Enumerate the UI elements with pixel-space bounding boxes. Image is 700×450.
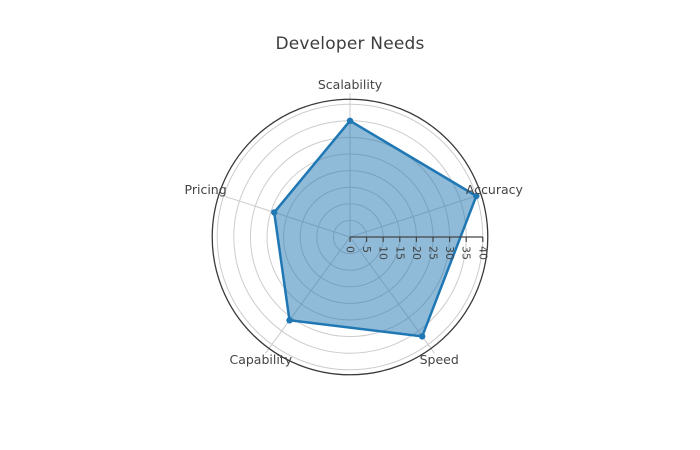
category-label: Pricing bbox=[185, 182, 227, 197]
data-polygon bbox=[272, 119, 478, 338]
category-label: Capability bbox=[229, 352, 292, 367]
radial-tick-label: 15 bbox=[393, 246, 406, 260]
category-label: Scalability bbox=[318, 77, 383, 92]
polar-boundary bbox=[211, 98, 489, 376]
radial-tick-label: 10 bbox=[377, 246, 390, 260]
data-point bbox=[271, 209, 278, 216]
radial-tick-label: 40 bbox=[476, 246, 489, 260]
data-point bbox=[473, 192, 480, 200]
category-label: Accuracy bbox=[466, 182, 524, 197]
data-point bbox=[346, 117, 354, 125]
radial-tick-label: 30 bbox=[443, 246, 456, 260]
radial-tick-label: 35 bbox=[460, 246, 473, 260]
data-point bbox=[286, 317, 293, 324]
radial-tick-label: 20 bbox=[410, 246, 423, 260]
radial-tick-label: 25 bbox=[427, 246, 440, 260]
data-point bbox=[419, 333, 426, 340]
chart-title: Developer Needs bbox=[275, 34, 425, 54]
category-label: Speed bbox=[420, 352, 459, 367]
radial-tick-label: 0 bbox=[344, 246, 357, 253]
radial-tick-label: 5 bbox=[360, 246, 373, 253]
